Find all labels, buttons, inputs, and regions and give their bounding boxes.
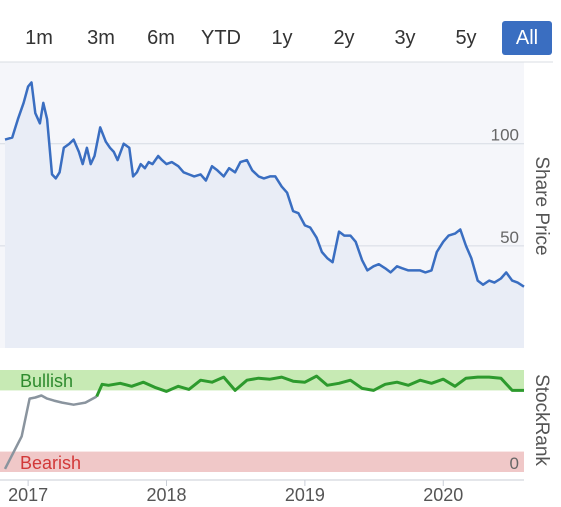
stockrank-band-label-bearish: Bearish (20, 453, 81, 473)
range-button-ytd[interactable]: YTD (201, 27, 241, 49)
price-line (4, 81, 525, 288)
range-button-3y[interactable]: 3y (394, 27, 416, 49)
stockrank-line-grey (3, 394, 98, 470)
x-axis-tick-label: 2018 (146, 485, 186, 505)
price-tick-label: 100 (491, 126, 519, 145)
x-axis-tick-label: 2019 (285, 485, 325, 505)
stockrank-line-green (95, 374, 524, 398)
range-button-5y[interactable]: 5y (455, 27, 477, 49)
price-tick-label: 50 (500, 228, 519, 247)
x-axis-tick-label: 2020 (423, 485, 463, 505)
range-button-1y[interactable]: 1y (271, 27, 293, 49)
range-button-3m[interactable]: 3m (87, 27, 115, 49)
range-button-1m[interactable]: 1m (25, 27, 53, 49)
range-button-2y[interactable]: 2y (333, 27, 355, 49)
stockrank-axis-label: StockRank (531, 374, 552, 466)
range-button-all[interactable]: All (502, 21, 552, 55)
stockrank-band-label-bullish: Bullish (20, 371, 73, 391)
x-axis-tick-label: 2017 (8, 485, 48, 505)
range-button-6m[interactable]: 6m (147, 27, 175, 49)
range-selector: 1m 3m 6m YTD 1y 2y 3y 5y All (0, 0, 561, 62)
stockrank-tick-label: 0 (510, 454, 519, 473)
stockrank-band-bearish (0, 451, 524, 472)
price-axis-label: Share Price (531, 156, 552, 255)
price-area (5, 82, 524, 349)
